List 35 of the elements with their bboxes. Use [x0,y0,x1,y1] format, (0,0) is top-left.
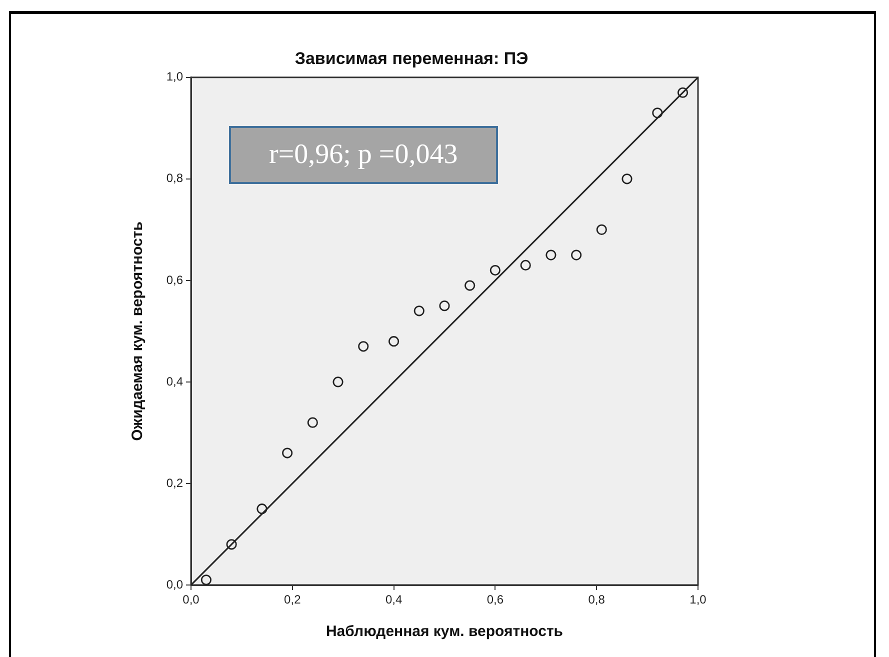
point [226,539,237,550]
point [307,417,318,428]
y-tick-label: 0,4 [166,374,184,388]
y-tick-label: 0,6 [166,272,184,287]
y-tick-label: 0,0 [166,577,184,592]
point [414,306,424,316]
point [677,87,688,98]
x-tick-label: 0,2 [284,592,302,607]
point [571,250,582,260]
point [388,336,400,347]
point [464,280,476,291]
point [282,448,293,458]
point [520,260,531,271]
y-tick-label: 0,8 [166,171,184,186]
point [200,574,212,585]
point [256,504,268,514]
point [546,250,556,260]
x-tick-label: 0,4 [385,592,402,607]
point [332,376,344,388]
chart-title: Зависимая переменная: ПЭ [294,48,528,68]
x-tick-label: 0,0 [182,592,200,607]
point [439,300,450,312]
annotation: r=0,96; p =0,043 [269,139,458,172]
x-axis-title: Наблюденная кум. вероятность [326,623,564,640]
y-axis-title: Ожидаемая кум. вероятность [129,222,146,441]
point [490,264,500,276]
y-tick-label: 0,2 [166,476,184,490]
x-tick-label: 0,6 [486,592,504,607]
point [622,174,632,184]
x-tick-label: 1,0 [690,592,707,607]
point [596,224,607,235]
point [652,108,663,118]
y-tick-label: 1,0 [166,70,184,84]
x-tick-label: 0,8 [588,592,606,607]
point [358,341,369,352]
